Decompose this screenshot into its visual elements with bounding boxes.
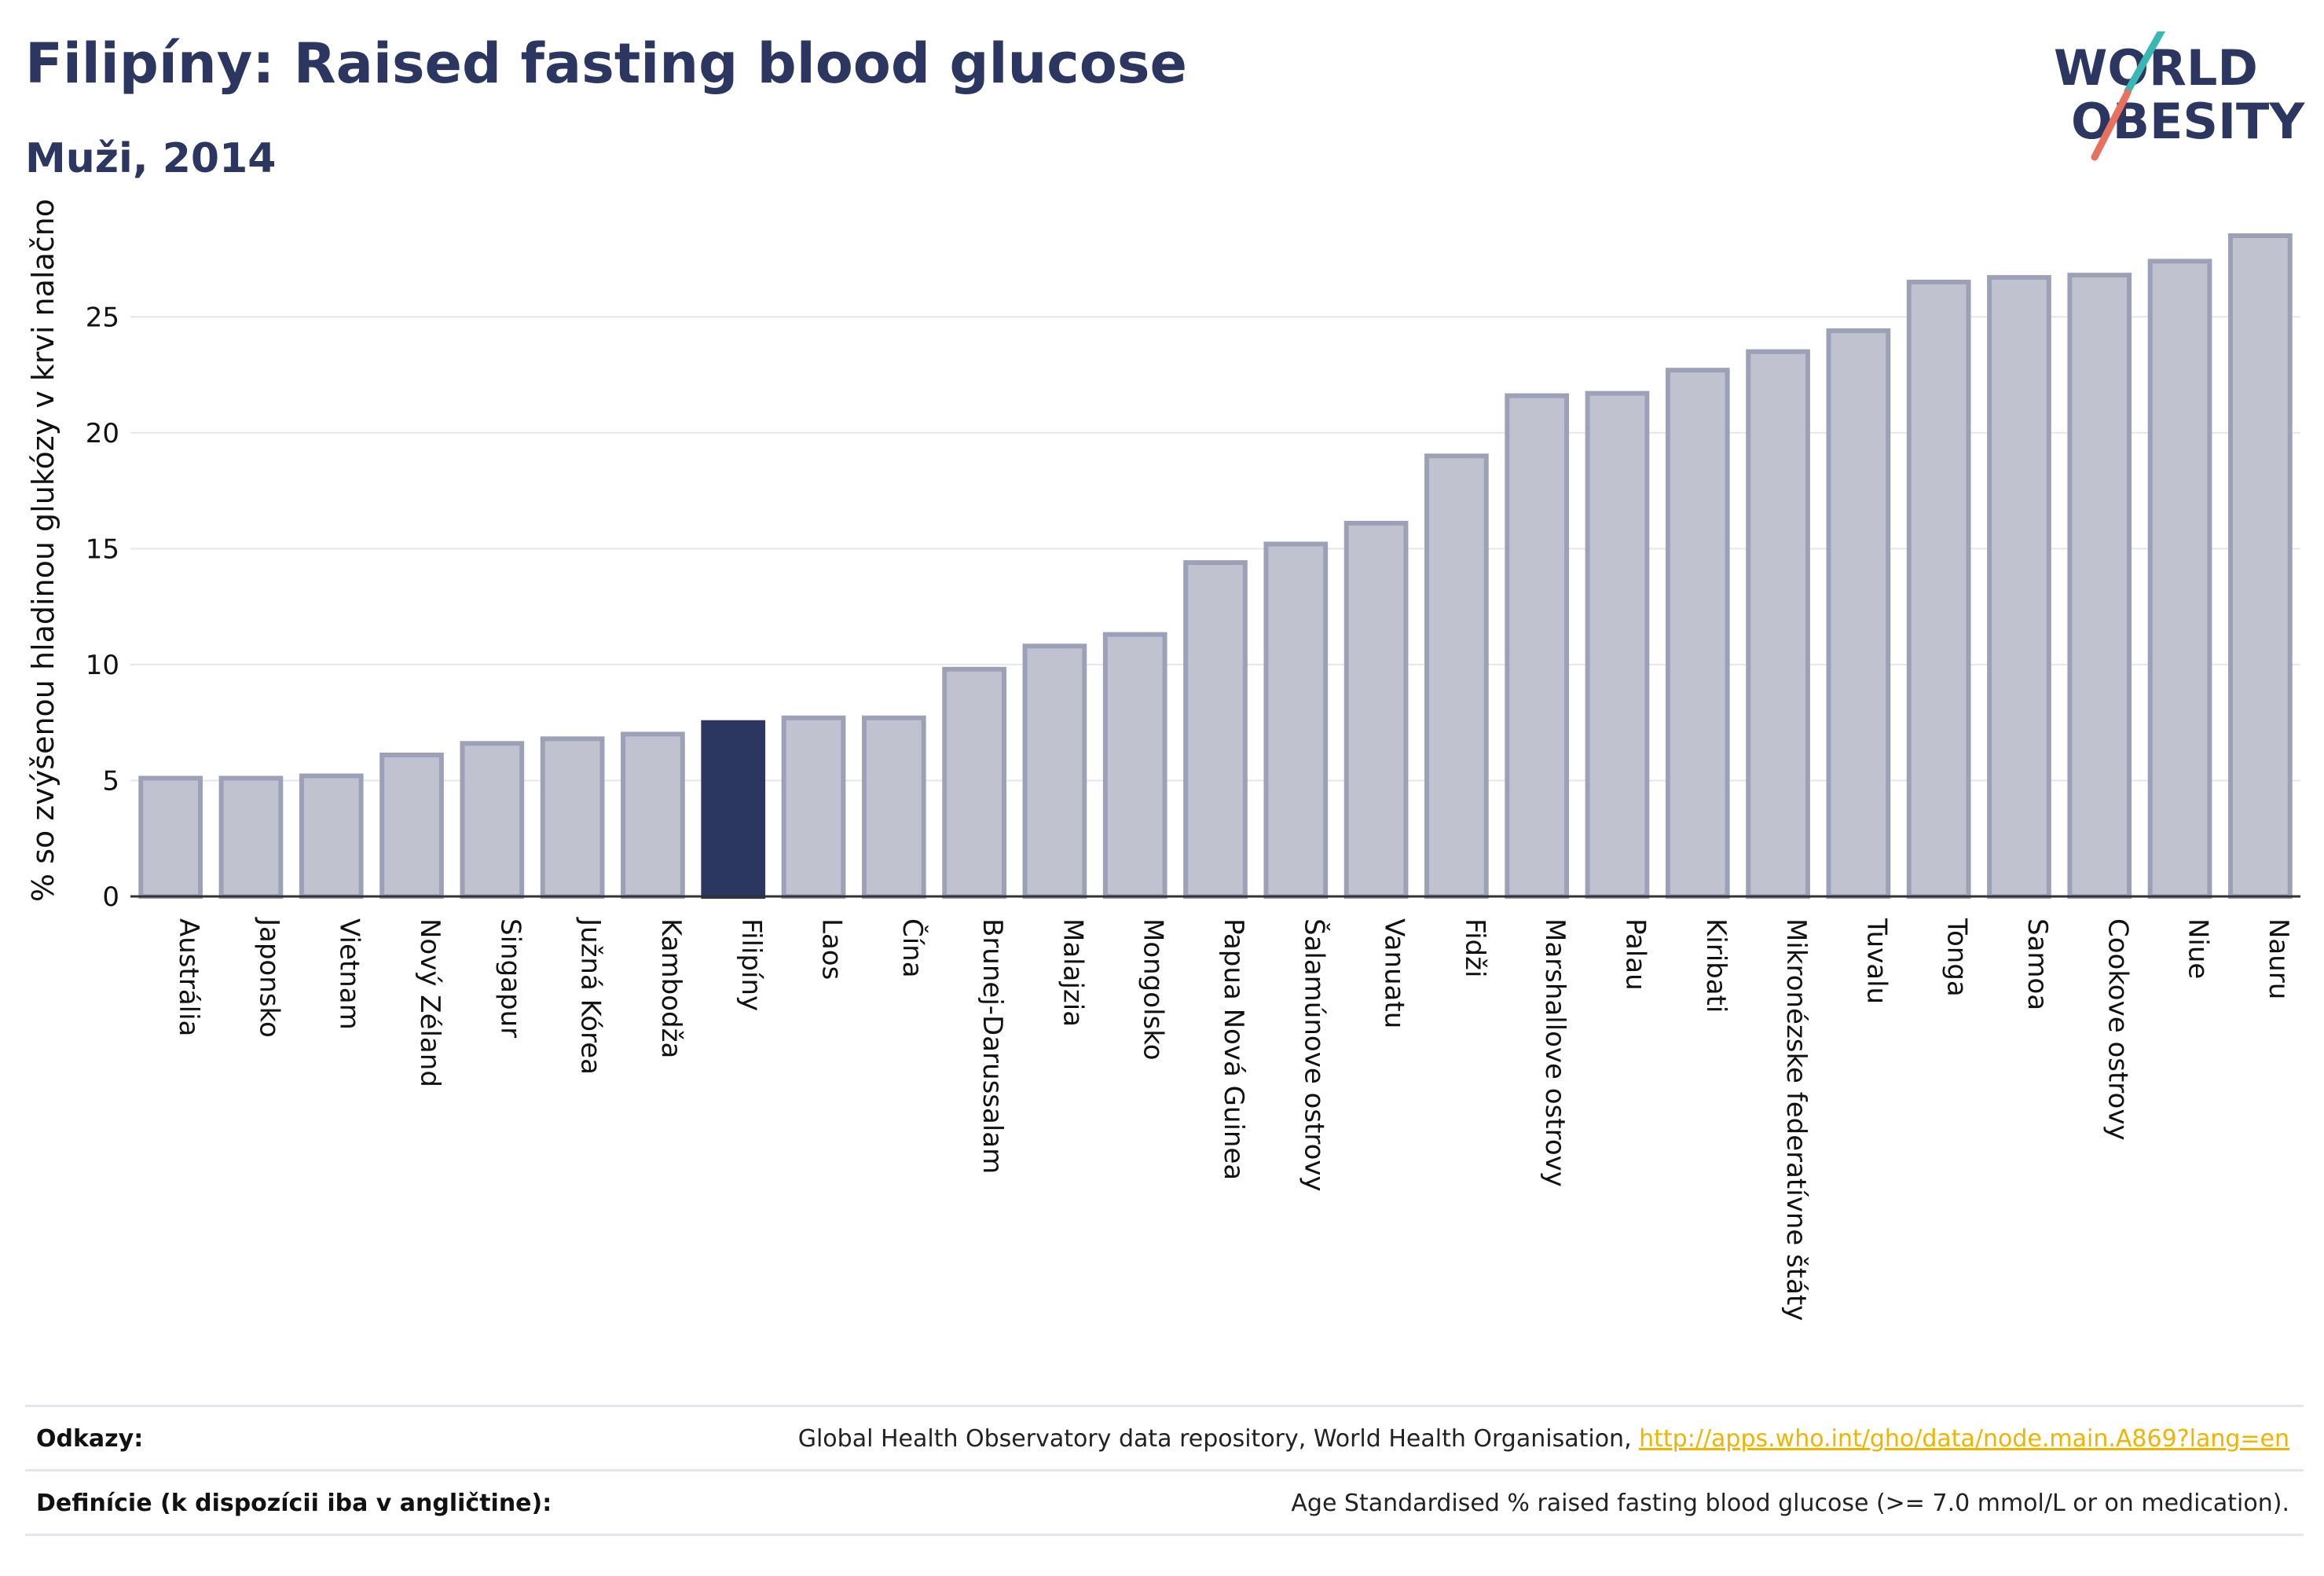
bar <box>781 715 846 900</box>
logo-line1: WORLD <box>2054 39 2258 97</box>
x-tick-label: Čína <box>896 918 929 978</box>
footer-divider-bottom <box>25 1534 2304 1536</box>
x-tick-label: Samoa <box>2022 918 2053 1010</box>
bar <box>2228 233 2293 899</box>
chart-title: Filipíny: Raised fasting blood glucose <box>25 31 1188 96</box>
y-tick-label: 25 <box>86 302 119 333</box>
y-axis-label: % so zvýšenou hladinou glukózy v krvi na… <box>26 199 60 902</box>
x-tick-label: Fidži <box>1459 918 1490 977</box>
y-tick-label: 10 <box>86 650 119 681</box>
y-tick-label: 20 <box>86 418 119 449</box>
x-tick-label: Tuvalu <box>1860 918 1892 1004</box>
logo-slash-teal <box>2124 31 2166 95</box>
bar-chart: 0 5 10 15 20 25 Austrália Japonsko Vietnam Nový … <box>26 199 2300 1321</box>
x-tick-label: Vietnam <box>334 918 365 1030</box>
bar <box>218 775 284 899</box>
x-tick-label: Mikronézske federatívne štáty <box>1780 918 1812 1321</box>
bar <box>299 773 364 899</box>
x-tick-label: Marshallove ostrovy <box>1539 918 1571 1187</box>
y-tick-label: 0 <box>102 881 119 913</box>
bar <box>621 731 685 899</box>
y-tick-label: 15 <box>86 533 119 565</box>
x-tick-label: Austrália <box>173 918 204 1036</box>
bar <box>1343 520 1409 899</box>
logo-slash-coral <box>2091 89 2132 161</box>
sources-value: Global Health Observatory data repositor… <box>798 1425 2289 1453</box>
x-tick-label: Kambodža <box>655 918 687 1058</box>
sources-text: Global Health Observatory data repositor… <box>797 1425 1640 1453</box>
chart-subtitle: Muži, 2014 <box>25 135 277 182</box>
bar <box>1987 275 2051 899</box>
x-tick-label: Malajzia <box>1057 918 1088 1027</box>
sources-label: Odkazy: <box>36 1425 144 1453</box>
world-obesity-logo: WORLD OBESITY <box>2054 31 2305 161</box>
bar <box>942 666 1006 899</box>
bar <box>540 736 605 899</box>
bars <box>138 233 2293 900</box>
x-tick-label: Tonga <box>1941 918 1973 997</box>
bar <box>1263 541 1329 899</box>
x-tick-label: Niue <box>2183 918 2214 979</box>
bar <box>1665 368 1730 899</box>
x-tick-label: Filipíny <box>735 918 767 1011</box>
y-tick-label: 5 <box>102 765 119 797</box>
bar <box>1906 280 1971 900</box>
bar <box>138 775 203 899</box>
sources-link[interactable]: http://apps.who.int/gho/data/node.main.A… <box>1639 1425 2289 1453</box>
bar <box>2067 273 2132 899</box>
x-tick-label: Nový Zéland <box>414 918 445 1087</box>
bar <box>701 720 766 899</box>
x-tick-label: Cookove ostrovy <box>2102 918 2133 1141</box>
x-tick-label: Brunej-Darussalam <box>977 918 1008 1174</box>
x-tick-label: Južná Kórea <box>575 917 607 1075</box>
y-tick-labels: 0 5 10 15 20 25 <box>86 302 119 913</box>
bar <box>1585 390 1650 899</box>
x-tick-label: Kiribati <box>1700 918 1732 1013</box>
x-tick-label: Japonsko <box>253 917 284 1038</box>
bar <box>2147 258 2212 899</box>
x-tick-label: Mongolsko <box>1138 918 1169 1061</box>
x-tick-label: Palau <box>1619 918 1651 991</box>
bar <box>1022 643 1087 899</box>
bar <box>379 752 444 900</box>
footer-divider-middle <box>25 1469 2304 1472</box>
bar <box>1505 393 1570 899</box>
x-tick-label: Nauru <box>2263 918 2294 999</box>
bar <box>1102 632 1167 900</box>
footer-divider-top <box>25 1405 2304 1407</box>
x-tick-label: Šalamúnove ostrovy <box>1298 918 1330 1192</box>
bar <box>861 715 926 900</box>
bar <box>460 741 525 900</box>
definitions-label: Definície (k dispozícii iba v angličtine… <box>36 1490 552 1517</box>
x-tick-label: Laos <box>816 918 848 980</box>
bar <box>1424 453 1489 899</box>
x-tick-label: Papua Nová Guinea <box>1218 918 1249 1180</box>
bar <box>1826 328 1891 899</box>
bar <box>1746 349 1810 899</box>
x-tick-label: Vanuatu <box>1379 918 1410 1028</box>
x-tick-labels: Austrália Japonsko Vietnam Nový Zéland Singa… <box>173 917 2294 1321</box>
bar <box>1183 560 1248 899</box>
x-tick-label: Singapur <box>494 918 526 1038</box>
definitions-value: Age Standardised % raised fasting blood … <box>1291 1490 2289 1517</box>
